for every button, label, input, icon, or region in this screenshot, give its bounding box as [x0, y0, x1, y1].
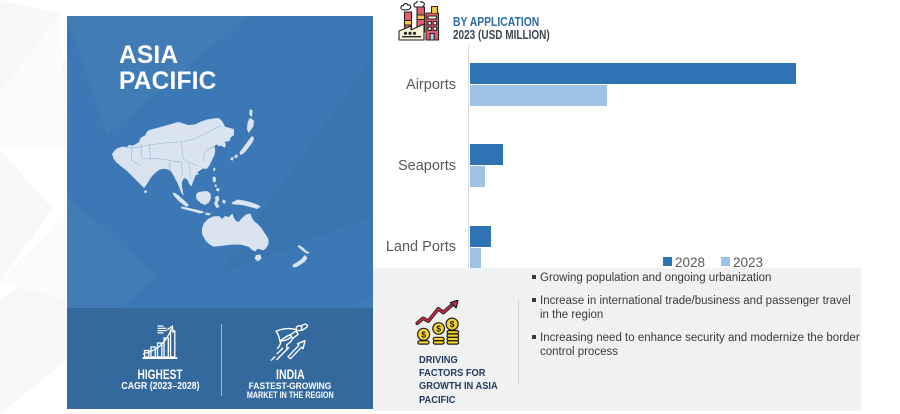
svg-text:$: $: [421, 329, 426, 339]
svg-text:$: $: [436, 324, 441, 334]
svg-text:$: $: [450, 319, 455, 329]
